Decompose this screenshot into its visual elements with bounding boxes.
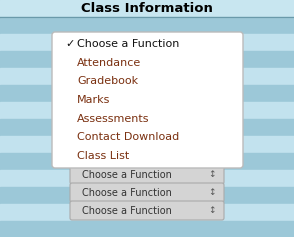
Bar bbox=[0, 170, 294, 187]
Text: Contact Download: Contact Download bbox=[77, 132, 179, 142]
Bar bbox=[0, 17, 294, 34]
Bar bbox=[0, 0, 294, 17]
Text: Choose a Function: Choose a Function bbox=[82, 205, 172, 215]
FancyBboxPatch shape bbox=[70, 165, 224, 184]
Bar bbox=[0, 85, 294, 102]
Text: Choose a Function: Choose a Function bbox=[82, 187, 172, 197]
Text: ↕: ↕ bbox=[208, 188, 216, 197]
Bar bbox=[0, 187, 294, 204]
Bar bbox=[0, 0, 294, 17]
Text: ✓: ✓ bbox=[65, 39, 74, 49]
Bar bbox=[0, 51, 294, 68]
Bar bbox=[0, 221, 294, 237]
Text: Attendance: Attendance bbox=[77, 58, 141, 68]
FancyBboxPatch shape bbox=[70, 183, 224, 202]
Bar bbox=[0, 34, 294, 51]
Bar bbox=[0, 119, 294, 136]
Text: Choose a Function: Choose a Function bbox=[82, 169, 172, 179]
Text: ↕: ↕ bbox=[208, 206, 216, 215]
Bar bbox=[0, 204, 294, 221]
Bar bbox=[0, 153, 294, 170]
Bar bbox=[0, 136, 294, 153]
Text: ↕: ↕ bbox=[208, 170, 216, 179]
Text: Class Information: Class Information bbox=[81, 2, 213, 15]
Text: Class List: Class List bbox=[77, 151, 129, 161]
Text: Gradebook: Gradebook bbox=[77, 76, 138, 87]
Text: Assessments: Assessments bbox=[77, 114, 150, 123]
Text: Choose a Function: Choose a Function bbox=[77, 39, 179, 49]
Text: Marks: Marks bbox=[77, 95, 110, 105]
FancyBboxPatch shape bbox=[52, 32, 243, 168]
FancyBboxPatch shape bbox=[70, 201, 224, 220]
Bar bbox=[0, 102, 294, 119]
Bar bbox=[0, 68, 294, 85]
